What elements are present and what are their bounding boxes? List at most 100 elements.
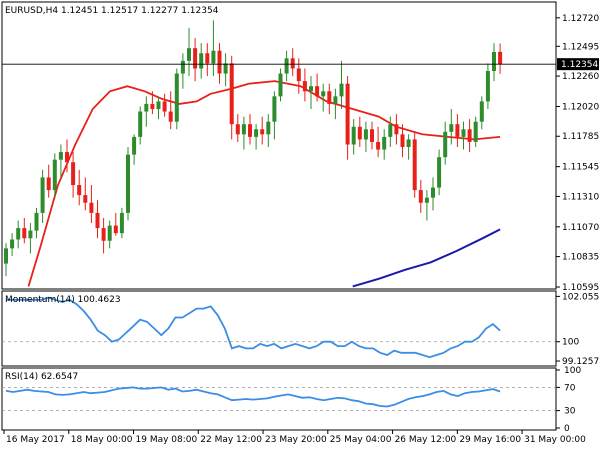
price-tick-label: 1.11545 [562,163,599,173]
candle-body [406,139,411,148]
candle-body [199,53,204,69]
candle-body [278,73,283,97]
candle-body [492,52,496,72]
time-tick-label: 26 May 12:00 [395,435,457,445]
candle-body [309,86,313,92]
price-tick-label: 1.12020 [562,102,599,112]
candle-body [77,185,82,196]
candle-body [370,129,374,142]
candle-body [485,71,490,102]
candle-body [119,212,124,234]
time-axis: 16 May 2017 18 May 00:00 19 May 08:00 22 Ma… [3,430,586,445]
candle-body [321,91,326,97]
momentum-panel: Momentum(14) 100.4623 102.0553 100 99.1257 [1,290,600,367]
candle-body [345,83,350,145]
candle-body [437,157,442,188]
candle-body [144,103,149,112]
rsi-title: RSI(14) 62.6547 [5,372,78,382]
candle-body [455,124,460,137]
rsi-panel-frame [1,367,557,431]
candle-body [376,141,381,150]
price-title: EURUSD,H4 1.12451 1.12517 1.12277 1.1235… [5,6,219,16]
candle-body [254,129,259,137]
candle-body [28,230,33,239]
candle-body [113,225,118,234]
candle-body [315,86,320,97]
rsi-panel: RSI(14) 62.6547 100 70 30 0 [1,366,581,434]
candle-body [71,162,76,186]
time-tick-label: 23 May 20:00 [265,435,327,445]
time-tick-label: 16 May 2017 [6,435,65,445]
candle-body [461,129,466,137]
price-panel-frame [1,1,557,290]
price-tick-label: 1.12495 [562,42,599,52]
candle-body [498,51,503,65]
moving-average-fast-line [27,80,501,287]
candle-body [10,239,15,249]
time-tick-label: 22 May 12:00 [200,435,262,445]
candle-body [46,177,51,191]
candle-body [449,124,454,132]
candle-body [211,50,216,64]
rsi-tick-label: 70 [564,383,576,393]
candle-body [150,103,155,110]
candle-body [394,124,399,135]
candle-body [180,60,185,74]
momentum-tick-label: 100 [562,338,579,348]
candle-body [187,48,191,61]
momentum-tick-label: 99.1257 [562,357,599,367]
candle-body [16,228,21,240]
candle-body [357,126,362,140]
candle-body [400,134,405,148]
price-tick-label: 1.10595 [562,283,599,293]
candle-body [95,212,100,229]
price-tick-label: 1.10835 [562,253,599,263]
rsi-tick-label: 30 [564,407,576,417]
candle-body [260,129,265,135]
candle-body [473,121,478,142]
candle-body [412,139,417,191]
candle-body [382,136,387,150]
candle-body [339,83,344,97]
candle-body [168,111,173,122]
rsi-tick-label: 0 [564,424,570,434]
candle-body [424,197,429,203]
momentum-tick-label: 102.0553 [562,292,600,302]
candle-body [174,73,179,122]
candle-body [22,228,27,239]
candle-body [52,159,57,191]
time-tick-label: 25 May 04:00 [330,435,392,445]
momentum-line [6,296,501,359]
price-tick-label: 1.11070 [562,223,599,233]
candle-body [327,91,332,104]
time-tick-label: 18 May 00:00 [71,435,133,445]
candle-body [248,124,252,137]
price-tick-label: 1.11785 [562,132,599,142]
candle-body [418,190,423,203]
candle-body [351,126,356,145]
price-tick-label: 1.11310 [562,192,599,202]
candle-body [65,152,69,163]
candle-body [107,225,112,241]
candle-body [205,53,210,64]
candle-body [229,63,234,125]
candle-body [302,81,307,92]
rsi-line [5,386,501,408]
price-panel: EURUSD,H4 1.12451 1.12517 1.12277 1.1235… [1,1,599,293]
time-tick-label: 31 May 00:00 [524,435,586,445]
candle-body [284,58,289,74]
time-tick-label: 19 May 08:00 [136,435,198,445]
candle-body [223,63,228,74]
candle-body [431,187,435,198]
candle-body [290,58,295,69]
current-price-badge [557,58,599,71]
price-tick-label: 1.12260 [562,72,599,82]
candle-body [479,101,484,122]
candle-body [266,121,271,135]
candle-body [156,101,161,110]
candle-body [363,129,368,140]
candle-body [83,195,88,203]
candle-body [89,202,94,213]
candle-body [132,136,137,155]
